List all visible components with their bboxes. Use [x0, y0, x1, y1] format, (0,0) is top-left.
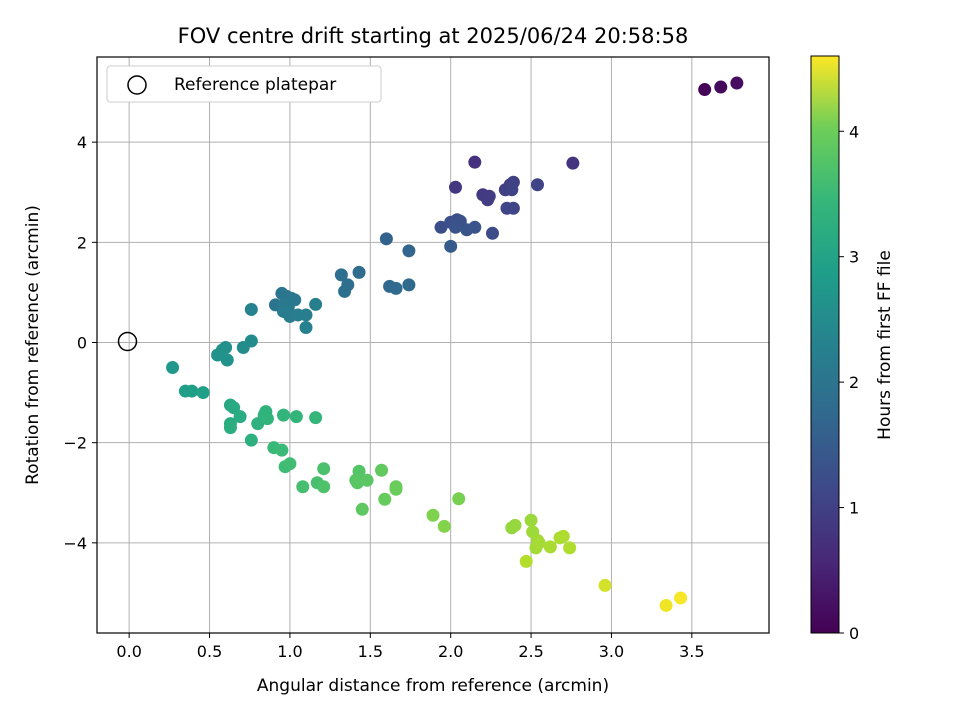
- data-point: [543, 540, 557, 554]
- y-axis-label: Rotation from reference (arcmin): [23, 205, 43, 485]
- legend-marker-icon: [127, 75, 147, 95]
- x-tick-label: 2.5: [518, 642, 543, 661]
- data-point: [166, 361, 180, 375]
- data-point: [283, 457, 297, 471]
- data-point: [244, 433, 258, 447]
- y-tick-label: −2: [63, 434, 87, 453]
- data-point: [317, 462, 331, 476]
- data-point: [468, 220, 482, 234]
- data-point: [299, 320, 313, 334]
- data-point: [674, 591, 688, 605]
- data-point: [426, 508, 440, 522]
- data-point: [659, 598, 673, 612]
- data-point: [437, 519, 451, 533]
- data-point: [317, 480, 331, 494]
- data-point: [309, 297, 323, 311]
- data-point: [244, 302, 258, 316]
- y-tick-label: −4: [63, 534, 87, 553]
- data-point: [236, 341, 250, 355]
- data-point: [185, 384, 199, 398]
- data-point: [379, 232, 393, 246]
- data-point: [334, 268, 348, 282]
- data-point: [524, 513, 538, 527]
- data-point: [289, 410, 303, 424]
- data-point: [338, 284, 352, 298]
- x-tick-label: 0.5: [197, 642, 222, 661]
- x-tick-label: 0.0: [116, 642, 141, 661]
- data-point: [233, 410, 247, 424]
- legend-box: [106, 65, 382, 103]
- grid-lines: [97, 57, 769, 633]
- data-point: [598, 578, 612, 592]
- y-tick-label: 2: [77, 233, 87, 252]
- colorbar-gradient: [810, 55, 840, 634]
- colorbar-tick-label: 2: [849, 373, 859, 392]
- data-point: [276, 408, 290, 422]
- colorbar-label: Hours from first FF file: [875, 250, 895, 440]
- data-point: [211, 348, 225, 362]
- data-point: [223, 421, 237, 435]
- data-point: [434, 220, 448, 234]
- data-point: [360, 473, 374, 487]
- data-point: [352, 265, 366, 279]
- colorbar-tick-label: 4: [849, 122, 859, 141]
- data-point: [730, 76, 744, 90]
- data-points: [166, 76, 744, 612]
- data-point: [444, 239, 458, 253]
- colorbar-tick-label: 0: [849, 624, 859, 643]
- data-point: [402, 244, 416, 258]
- y-tick-label: 4: [77, 133, 87, 152]
- data-point: [506, 201, 520, 215]
- x-axis-label: Angular distance from reference (arcmin): [257, 676, 609, 696]
- x-tick-label: 3.5: [679, 642, 704, 661]
- data-point: [530, 178, 544, 192]
- y-axis-ticks: −4 −2 0 2 4: [63, 133, 97, 553]
- data-point: [519, 554, 533, 568]
- plot-frame: [96, 56, 770, 634]
- data-point: [566, 156, 580, 170]
- data-point: [468, 155, 482, 169]
- data-point: [355, 502, 369, 516]
- reference-platepar-marker: [117, 331, 138, 352]
- colorbar-ticks: 0 1 2 3 4: [839, 122, 859, 643]
- data-point: [299, 308, 313, 322]
- x-tick-label: 3.0: [599, 642, 624, 661]
- data-point: [698, 83, 712, 97]
- data-point: [309, 411, 323, 425]
- data-point: [449, 180, 463, 194]
- data-point: [389, 281, 403, 295]
- data-point: [275, 443, 289, 457]
- x-tick-label: 1.0: [277, 642, 302, 661]
- data-point: [389, 482, 403, 496]
- data-point: [196, 386, 210, 400]
- data-point: [563, 541, 577, 555]
- x-axis-ticks: 0.0 0.5 1.0 1.5 2.0 2.5 3.0 3.5: [116, 633, 705, 661]
- data-point: [532, 536, 546, 550]
- data-point: [482, 189, 496, 203]
- data-point: [378, 492, 392, 506]
- chart-title: FOV centre drift starting at 2025/06/24 …: [178, 24, 689, 48]
- x-tick-label: 1.5: [358, 642, 383, 661]
- data-point: [449, 220, 463, 234]
- data-point: [508, 518, 522, 532]
- data-point: [556, 529, 570, 543]
- legend: Reference platepar: [106, 65, 382, 103]
- data-point: [402, 278, 416, 292]
- colorbar-tick-label: 3: [849, 248, 859, 267]
- legend-entry-reference-platepar: Reference platepar: [174, 75, 336, 95]
- data-point: [714, 80, 728, 94]
- data-point: [452, 492, 466, 506]
- colorbar-tick-label: 1: [849, 499, 859, 518]
- y-tick-label: 0: [77, 333, 87, 352]
- colorbar: 0 1 2 3 4 Hours from first FF file: [810, 55, 895, 643]
- data-point: [485, 226, 499, 240]
- data-point: [227, 401, 241, 415]
- data-point: [220, 353, 234, 367]
- data-point: [505, 183, 519, 197]
- data-point: [296, 480, 310, 494]
- data-point: [260, 412, 274, 426]
- data-point: [375, 463, 389, 477]
- x-tick-label: 2.0: [438, 642, 463, 661]
